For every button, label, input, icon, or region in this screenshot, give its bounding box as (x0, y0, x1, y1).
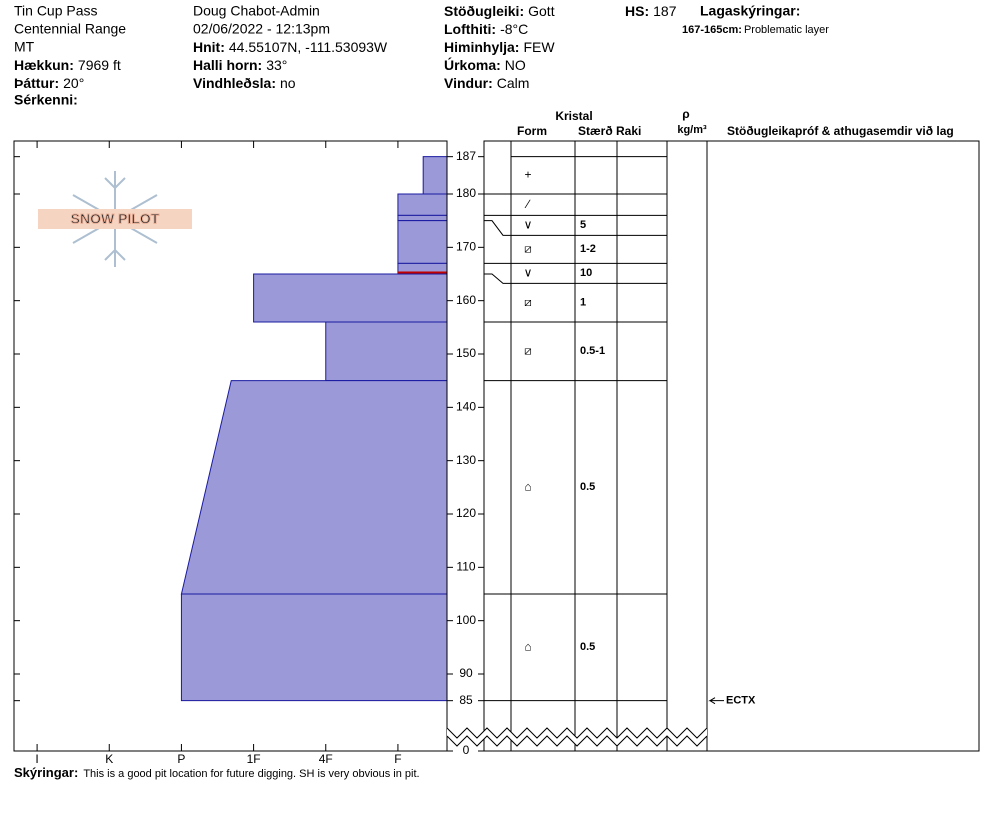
height-label: 130 (456, 453, 476, 467)
header: Tin Cup Pass Centennial Range MT Hækkun:… (14, 3, 829, 108)
hardness-label: 4F (319, 752, 333, 766)
grain-size: 1-2 (580, 243, 596, 255)
grain-form: + (524, 168, 531, 182)
layer-notes-title: Lagaskýringar: (700, 3, 800, 19)
aspect: Þáttur: 20° (14, 75, 84, 91)
break-line (446, 735, 708, 747)
hardness-label: I (35, 752, 38, 766)
hs: HS: 187 (625, 3, 677, 19)
height-label: 0 (463, 743, 470, 757)
profile-frame (13, 140, 448, 752)
hardness-label: K (105, 752, 113, 766)
break-mask (447, 728, 707, 746)
col-form: Form (517, 124, 547, 138)
grain-size: 1 (580, 297, 586, 309)
grain-form: ⌂ (524, 640, 531, 654)
hardness-bar (397, 214, 448, 222)
height-label: 150 (456, 346, 476, 360)
slope-angle: Halli horn: 33° (193, 57, 287, 73)
hardness-label: F (394, 752, 401, 766)
height-label: 140 (456, 400, 476, 414)
sky: Himinhylja: FEW (444, 39, 555, 55)
col-size: Stærð (578, 124, 613, 138)
grain-form: ⧄ (524, 344, 532, 358)
hardness-bar (397, 220, 448, 264)
col-tests: Stöðugleikapróf & athugasemdir við lag (727, 124, 954, 138)
grain-form: ∨ (524, 266, 533, 280)
row-connector (484, 220, 511, 236)
logo: SNOW PILOT (38, 171, 192, 267)
grain-form: ⧄ (524, 242, 532, 256)
features: Sérkenni: (14, 92, 78, 108)
hardness-bar (422, 156, 448, 195)
test-label: ECTX (726, 695, 756, 707)
break-line (446, 727, 708, 739)
air-temp: Lofthiti: -8°C (444, 21, 528, 37)
height-label: 187 (456, 149, 476, 163)
hardness-label: 1F (247, 752, 261, 766)
height-label: 170 (456, 240, 476, 254)
col-moisture: Raki (616, 124, 641, 138)
test-arrow (708, 697, 724, 705)
range: Centennial Range (14, 21, 126, 37)
grain-form: ⧄ (524, 295, 532, 309)
footer: Skýringar: This is a good pit location fo… (14, 765, 420, 780)
elevation: Hækkun: 7969 ft (14, 57, 121, 73)
precip: Úrkoma: NO (444, 56, 526, 73)
height-label: 100 (456, 613, 476, 627)
grain-size: 5 (580, 219, 586, 231)
logo-text: SNOW PILOT (71, 211, 160, 227)
grain-size: 0.5-1 (580, 345, 605, 357)
coordinates: Hnit: 44.55107N, -111.53093W (193, 39, 388, 55)
observer: Doug Chabot-Admin (193, 3, 320, 19)
hardness-bar (253, 273, 448, 323)
grain-size: 10 (580, 267, 592, 279)
col-density-symbol: ρ (682, 107, 689, 121)
height-label: 160 (456, 293, 476, 307)
grain-size: 0.5 (580, 641, 595, 653)
height-label: 180 (456, 186, 476, 200)
grain-form: ∨ (524, 218, 533, 232)
hardness-bar (180, 593, 448, 702)
hardness-label: P (177, 752, 185, 766)
state: MT (14, 39, 35, 55)
datetime: 02/06/2022 - 12:13pm (193, 21, 330, 37)
grain-form: ∕ (524, 197, 531, 211)
col-crystal: Kristal (555, 109, 592, 123)
col-density-unit: kg/m³ (677, 124, 707, 136)
height-label: 90 (459, 666, 473, 680)
grain-size: 0.5 (580, 481, 595, 493)
hardness-bar (397, 193, 448, 216)
height-label: 120 (456, 506, 476, 520)
tests-clip: Stöðugleikapróf & athugasemdir við lag (727, 124, 954, 138)
height-label: 85 (459, 693, 473, 707)
site: Tin Cup Pass (14, 3, 98, 19)
hardness-bar (325, 321, 448, 382)
stability: Stöðugleiki: Gott (444, 3, 555, 19)
logo-band (38, 209, 192, 229)
row-connector (484, 273, 511, 284)
table-frame (483, 140, 980, 752)
wind: Vindur: Calm (444, 75, 529, 91)
layer-note: 167-165cm: Problematic layer (682, 24, 829, 36)
hardness-bar (180, 380, 448, 595)
wind-loading: Vindhleðsla: no (193, 75, 296, 91)
height-label: 110 (456, 560, 475, 574)
grain-form: ⌂ (524, 480, 531, 494)
